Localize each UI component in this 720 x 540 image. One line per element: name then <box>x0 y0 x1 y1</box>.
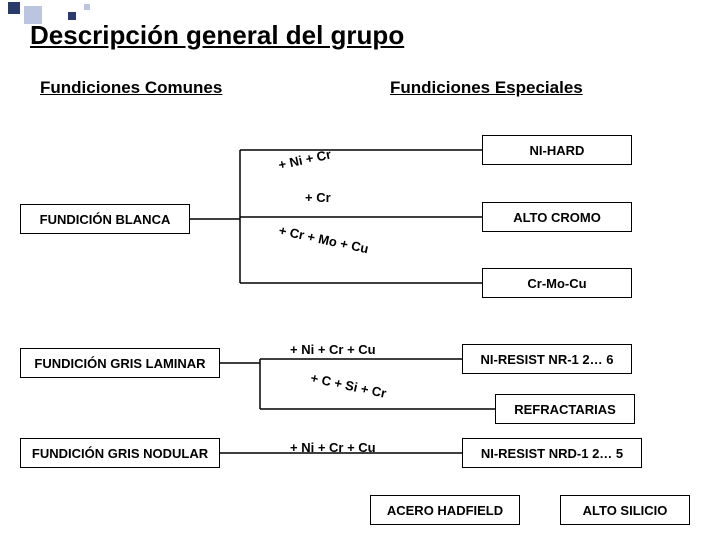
box-ni-resist-nr: NI-RESIST NR-1 2… 6 <box>462 344 632 374</box>
label-ni-cr-cu-1: + Ni + Cr + Cu <box>290 342 376 357</box>
box-acero-hadfield: ACERO HADFIELD <box>370 495 520 525</box>
label-cr: + Cr <box>305 190 331 205</box>
label-c-si-cr: + C + Si + Cr <box>309 370 387 401</box>
label-cr-mo-cu: + Cr + Mo + Cu <box>277 223 370 257</box>
subheading-left: Fundiciones Comunes <box>40 78 222 98</box>
box-gris-laminar: FUNDICIÓN GRIS LAMINAR <box>20 348 220 378</box>
page-title: Descripción general del grupo <box>30 20 404 51</box>
label-ni-cr-cu-2: + Ni + Cr + Cu <box>290 440 376 455</box>
box-alto-silicio: ALTO SILICIO <box>560 495 690 525</box>
box-gris-nodular: FUNDICIÓN GRIS NODULAR <box>20 438 220 468</box>
box-cr-mo-cu: Cr-Mo-Cu <box>482 268 632 298</box>
subheading-right: Fundiciones Especiales <box>390 78 583 98</box>
box-refractarias: REFRACTARIAS <box>495 394 635 424</box>
label-ni-cr: + Ni + Cr <box>277 147 332 173</box>
box-fundicion-blanca: FUNDICIÓN BLANCA <box>20 204 190 234</box>
box-ni-resist-nrd: NI-RESIST NRD-1 2… 5 <box>462 438 642 468</box>
box-alto-cromo: ALTO CROMO <box>482 202 632 232</box>
box-ni-hard: NI-HARD <box>482 135 632 165</box>
